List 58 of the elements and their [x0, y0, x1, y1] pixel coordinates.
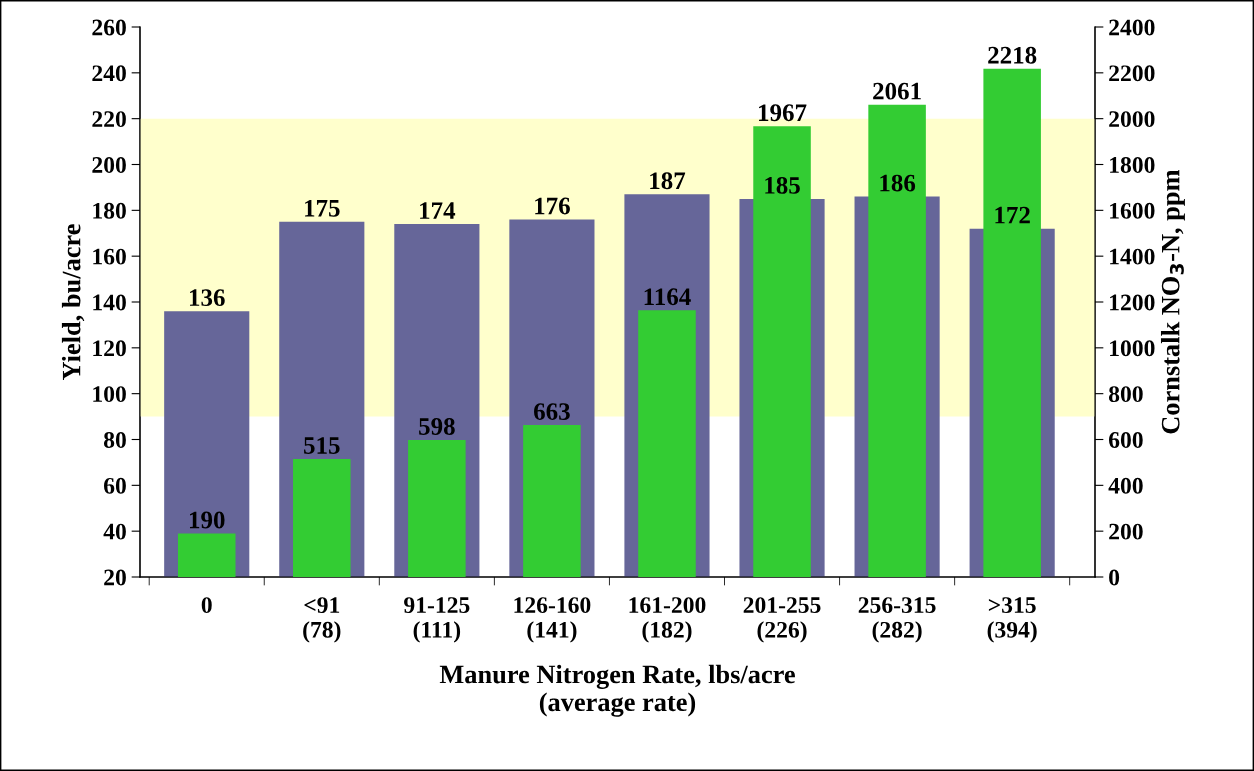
y-tick-label: 160 [93, 248, 126, 265]
y2-tick-label: 200 [1109, 523, 1143, 540]
data-label: 663 [534, 403, 570, 420]
y-tick-label: 220 [92, 111, 126, 128]
data-label: 515 [304, 437, 340, 454]
data-label: 598 [419, 418, 455, 435]
data-label: 2218 [988, 46, 1037, 64]
y-tick-label: 240 [92, 65, 126, 82]
bar [523, 425, 581, 577]
y-tick-label: 20 [104, 569, 126, 586]
y-tick-label: 260 [92, 19, 126, 36]
x-tick-label: >315 (394) [987, 597, 1037, 643]
bar [177, 533, 236, 577]
y-tick-label: 140 [93, 294, 126, 311]
y-tick-label: 200 [92, 156, 126, 173]
x-tick-label: 161-200 (182) [629, 597, 706, 643]
bar [408, 439, 466, 577]
data-label: 190 [189, 511, 225, 529]
data-label: 175 [305, 199, 340, 217]
y2-tick-label: 1400 [1110, 248, 1155, 265]
x-tick-label: <91 (78) [303, 597, 341, 643]
y-tick-label: 180 [93, 202, 126, 219]
y-tick-label: 120 [93, 340, 126, 357]
y2-tick-label: 2400 [1109, 19, 1155, 36]
y2-tick-label: 1800 [1110, 156, 1155, 173]
y-axis-title: Yield, bu/acre [61, 224, 85, 380]
bar [638, 310, 696, 577]
y-tick-label: 40 [103, 523, 126, 540]
y2-axis-title: Cornstalk NO$_{3}$-N, ppm [1160, 169, 1185, 434]
data-label: 174 [420, 202, 456, 219]
data-label: 1164 [644, 288, 691, 306]
data-label: 185 [765, 176, 800, 194]
y-tick-label: 80 [103, 431, 126, 448]
bar [293, 458, 351, 577]
y2-tick-label: 0 [1109, 569, 1120, 586]
x-tick-label: 126-160 (141) [514, 597, 591, 643]
x-tick-label: 0 [201, 597, 212, 614]
y-tick-label: 60 [104, 477, 126, 494]
data-label: 2061 [873, 82, 921, 100]
data-label: 1967 [759, 104, 807, 122]
x-tick-label: 91-125 (111) [404, 597, 470, 643]
y2-tick-label: 800 [1108, 386, 1143, 403]
data-label: 172 [995, 206, 1030, 224]
x-tick-label: 201-255 (226) [743, 597, 821, 643]
y-tick-label: 100 [93, 386, 126, 403]
x-axis-title: Manure Nitrogen Rate, lbs/acre (average rate) [439, 664, 795, 717]
y2-tick-label: 1000 [1110, 340, 1155, 357]
y2-tick-label: 1200 [1110, 294, 1155, 311]
y2-tick-label: 2000 [1109, 111, 1155, 128]
y2-tick-label: 600 [1109, 431, 1143, 448]
y2-tick-label: 2200 [1109, 65, 1155, 82]
data-label: 187 [650, 172, 686, 190]
x-tick-label: 256-315 (282) [858, 597, 936, 643]
y2-tick-label: 1600 [1110, 202, 1155, 219]
data-label: 136 [189, 289, 225, 307]
y2-tick-label: 400 [1108, 477, 1143, 494]
data-label: 176 [535, 197, 570, 215]
data-label: 186 [880, 174, 916, 192]
